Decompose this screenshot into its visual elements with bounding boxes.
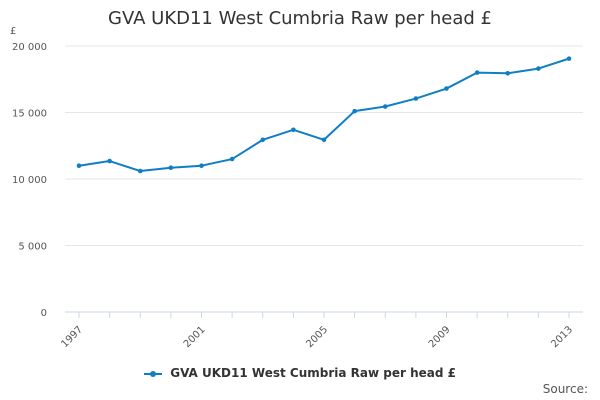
- axes: 0 5 000 10 000 15 000 20 000 1997 2001 2005 2009…: [12, 42, 575, 350]
- y-tick-label: 5 000: [18, 242, 47, 253]
- chart-title: GVA UKD11 West Cumbria Raw per head £: [108, 8, 492, 29]
- data-point[interactable]: [352, 108, 357, 114]
- series-layer: [76, 56, 572, 174]
- y-axis-unit-label: £: [10, 26, 17, 37]
- data-point[interactable]: [229, 156, 235, 162]
- data-point[interactable]: [505, 70, 511, 76]
- data-point[interactable]: [413, 96, 419, 101]
- data-point[interactable]: [321, 137, 327, 143]
- x-tick-label: 2005: [304, 324, 330, 350]
- legend-swatch-icon: [144, 369, 163, 379]
- grid-lines: [65, 45, 583, 313]
- series-line: [78, 57, 570, 173]
- source-label: Source:: [542, 382, 588, 396]
- x-tick-label: 2009: [427, 324, 453, 350]
- data-point[interactable]: [168, 165, 174, 170]
- y-tick-label: 20 000: [12, 42, 47, 53]
- data-point[interactable]: [137, 168, 143, 174]
- data-point[interactable]: [444, 86, 449, 91]
- data-point[interactable]: [291, 127, 296, 133]
- legend[interactable]: GVA UKD11 West Cumbria Raw per head £: [0, 366, 600, 380]
- data-point[interactable]: [199, 163, 204, 168]
- x-tick-label: 2013: [549, 324, 575, 350]
- data-point[interactable]: [260, 137, 266, 143]
- data-point[interactable]: [76, 163, 82, 168]
- data-point[interactable]: [566, 56, 572, 61]
- y-tick-label: 10 000: [12, 175, 47, 186]
- data-point[interactable]: [474, 70, 480, 75]
- x-tick-label: 1997: [59, 324, 85, 350]
- legend-label: GVA UKD11 West Cumbria Raw per head £: [170, 366, 456, 380]
- y-tick-label: 15 000: [12, 109, 47, 120]
- data-point[interactable]: [382, 104, 388, 109]
- data-point[interactable]: [107, 158, 112, 164]
- data-point[interactable]: [536, 66, 541, 71]
- y-tick-label: 0: [41, 308, 47, 319]
- x-tick-label: 2001: [182, 324, 208, 350]
